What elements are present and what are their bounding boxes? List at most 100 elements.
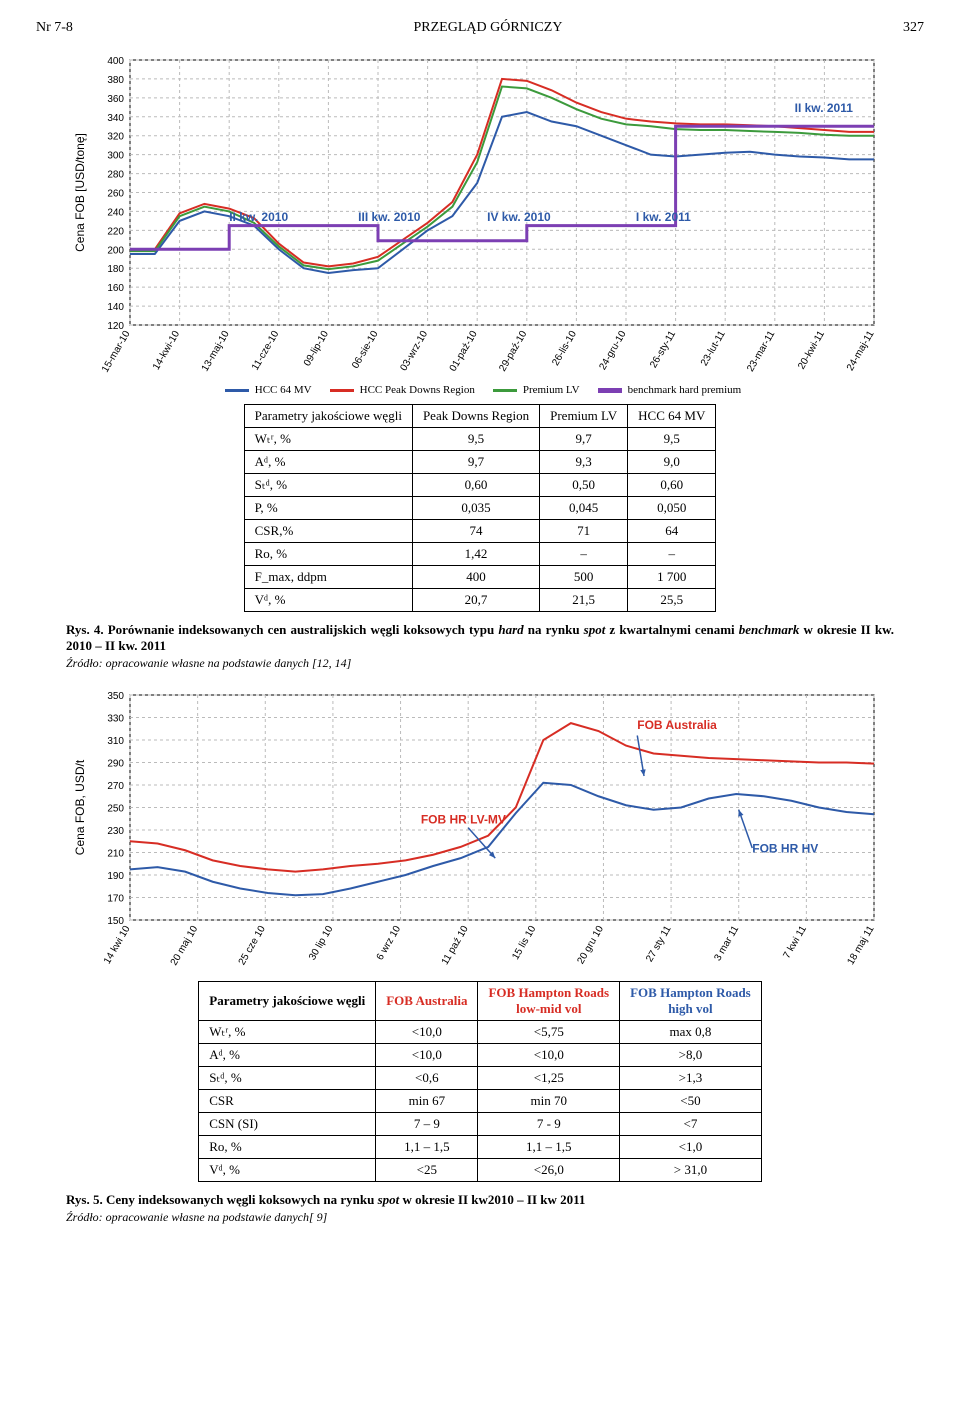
cell: 500 xyxy=(540,566,628,589)
col-header: FOB Hampton Roadslow-mid vol xyxy=(478,982,620,1021)
svg-text:170: 170 xyxy=(107,894,124,905)
svg-text:27 sty 11: 27 sty 11 xyxy=(644,924,674,964)
svg-text:20 maj 10: 20 maj 10 xyxy=(169,924,201,968)
header-left: Nr 7-8 xyxy=(36,20,73,36)
cell: <25 xyxy=(376,1159,478,1182)
svg-text:15-mar-10: 15-mar-10 xyxy=(100,329,133,375)
cell: <0,6 xyxy=(376,1067,478,1090)
cell: Ro, % xyxy=(199,1136,376,1159)
svg-text:FOB HR LV-MV: FOB HR LV-MV xyxy=(421,812,506,826)
cell: <26,0 xyxy=(478,1159,620,1182)
cell: 1,1 – 1,5 xyxy=(478,1136,620,1159)
svg-text:230: 230 xyxy=(107,826,124,837)
svg-text:23-lut-11: 23-lut-11 xyxy=(699,329,728,368)
cell: <1,25 xyxy=(478,1067,620,1090)
col-header: Parametry jakościowe węgli xyxy=(244,405,412,428)
svg-text:24-gru-10: 24-gru-10 xyxy=(597,329,628,372)
cell: 71 xyxy=(540,520,628,543)
svg-text:280: 280 xyxy=(107,170,124,181)
cell: 0,045 xyxy=(540,497,628,520)
chart-2: 15017019021023025027029031033035014 kwi … xyxy=(36,685,924,975)
cell: <5,75 xyxy=(478,1021,620,1044)
cell: 9,5 xyxy=(412,428,539,451)
cell: Ro, % xyxy=(244,543,412,566)
cell: 9,5 xyxy=(628,428,716,451)
svg-text:Cena FOB, USD/t: Cena FOB, USD/t xyxy=(73,759,87,855)
svg-text:24-maj-11: 24-maj-11 xyxy=(845,329,877,373)
svg-text:290: 290 xyxy=(107,759,124,770)
svg-text:340: 340 xyxy=(107,113,124,124)
cell: – xyxy=(540,543,628,566)
legend-item: HCC Peak Downs Region xyxy=(324,384,475,396)
chart-1-legend: HCC 64 MVHCC Peak Downs RegionPremium LV… xyxy=(36,384,924,396)
cell: 1 700 xyxy=(628,566,716,589)
svg-text:13-maj-10: 13-maj-10 xyxy=(200,329,232,374)
caption-2: Rys. 5. Ceny indeksowanych węgli koksowy… xyxy=(66,1192,894,1208)
svg-text:360: 360 xyxy=(107,94,124,105)
cell: Wₜʳ, % xyxy=(199,1021,376,1044)
svg-text:15 lis 10: 15 lis 10 xyxy=(510,924,538,962)
col-header: HCC 64 MV xyxy=(628,405,716,428)
cell: 0,60 xyxy=(412,474,539,497)
svg-text:23-mar-11: 23-mar-11 xyxy=(745,329,777,374)
cell: <10,0 xyxy=(376,1021,478,1044)
svg-text:7 kwi 11: 7 kwi 11 xyxy=(781,924,809,961)
svg-text:FOB Australia: FOB Australia xyxy=(637,718,717,732)
cell: 25,5 xyxy=(628,589,716,612)
cell: 400 xyxy=(412,566,539,589)
cell: 64 xyxy=(628,520,716,543)
source-1: Źródło: opracowanie własne na podstawie … xyxy=(66,656,894,671)
cell: Sₜᵈ, % xyxy=(199,1067,376,1090)
svg-text:26-sty-11: 26-sty-11 xyxy=(648,329,678,370)
cell: Sₜᵈ, % xyxy=(244,474,412,497)
cell: Vᵈ, % xyxy=(244,589,412,612)
table-1: Parametry jakościowe węgliPeak Downs Reg… xyxy=(244,404,717,612)
svg-text:250: 250 xyxy=(107,804,124,815)
cell: 0,50 xyxy=(540,474,628,497)
svg-text:380: 380 xyxy=(107,75,124,86)
svg-text:300: 300 xyxy=(107,151,124,162)
cell: 9,0 xyxy=(628,451,716,474)
cell: >8,0 xyxy=(620,1044,762,1067)
cell: <1,0 xyxy=(620,1136,762,1159)
cell: Aᵈ, % xyxy=(199,1044,376,1067)
svg-text:II kw. 2011: II kw. 2011 xyxy=(795,101,854,115)
caption-1: Rys. 4. Porównanie indeksowanych cen aus… xyxy=(66,622,894,654)
cell: Aᵈ, % xyxy=(244,451,412,474)
cell: CSR,% xyxy=(244,520,412,543)
header-right: 327 xyxy=(903,20,924,36)
svg-text:11-cze-10: 11-cze-10 xyxy=(250,329,282,373)
svg-text:11 paź 10: 11 paź 10 xyxy=(440,924,471,967)
svg-text:200: 200 xyxy=(107,245,124,256)
cell: 1,1 – 1,5 xyxy=(376,1136,478,1159)
col-header: Parametry jakościowe węgli xyxy=(199,982,376,1021)
svg-text:3 mar 11: 3 mar 11 xyxy=(712,924,741,963)
cell: <50 xyxy=(620,1090,762,1113)
cell: CSN (SI) xyxy=(199,1113,376,1136)
svg-text:IV kw. 2010: IV kw. 2010 xyxy=(487,210,551,224)
cell: 21,5 xyxy=(540,589,628,612)
cell: Vᵈ, % xyxy=(199,1159,376,1182)
cell: <7 xyxy=(620,1113,762,1136)
header-center: PRZEGLĄD GÓRNICZY xyxy=(413,20,562,36)
running-head: Nr 7-8 PRZEGLĄD GÓRNICZY 327 xyxy=(36,20,924,36)
cell: – xyxy=(628,543,716,566)
svg-text:II kw. 2010: II kw. 2010 xyxy=(229,210,288,224)
col-header: Peak Downs Region xyxy=(412,405,539,428)
cell: 74 xyxy=(412,520,539,543)
svg-text:29-paź-10: 29-paź-10 xyxy=(497,329,529,374)
chart-1: 1201401601802002202402602803003203403603… xyxy=(36,50,924,380)
svg-text:400: 400 xyxy=(107,56,124,67)
svg-text:01-paź-10: 01-paź-10 xyxy=(448,329,480,374)
legend-item: Premium LV xyxy=(487,384,580,396)
svg-text:25 cze 10: 25 cze 10 xyxy=(237,924,268,967)
svg-text:220: 220 xyxy=(107,226,124,237)
svg-text:260: 260 xyxy=(107,189,124,200)
cell: max 0,8 xyxy=(620,1021,762,1044)
svg-text:FOB HR HV: FOB HR HV xyxy=(752,842,818,856)
svg-text:190: 190 xyxy=(107,871,124,882)
svg-text:06-sie-10: 06-sie-10 xyxy=(350,329,381,371)
col-header: FOB Hampton Roadshigh vol xyxy=(620,982,762,1021)
svg-text:310: 310 xyxy=(107,736,124,747)
svg-text:160: 160 xyxy=(107,283,124,294)
